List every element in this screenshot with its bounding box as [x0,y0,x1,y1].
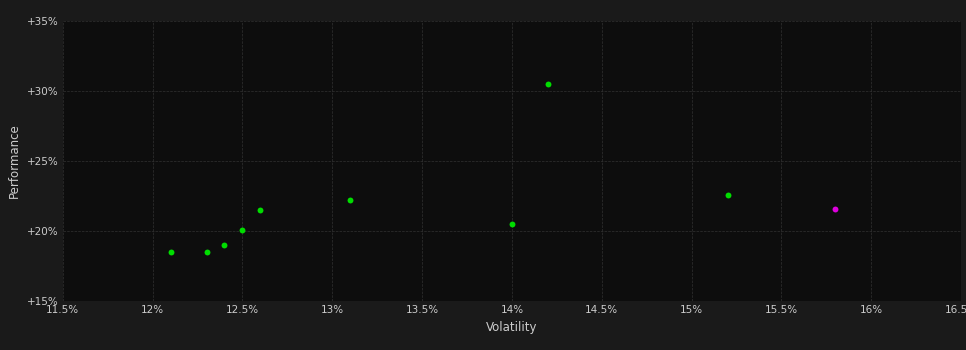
X-axis label: Volatility: Volatility [486,321,538,334]
Y-axis label: Performance: Performance [9,124,21,198]
Point [253,207,269,213]
Point [235,227,250,232]
Point [163,249,179,255]
Point [343,197,358,203]
Point [199,249,214,255]
Point [828,206,843,211]
Point [540,81,555,87]
Point [216,242,232,248]
Point [504,221,520,227]
Point [720,192,735,197]
